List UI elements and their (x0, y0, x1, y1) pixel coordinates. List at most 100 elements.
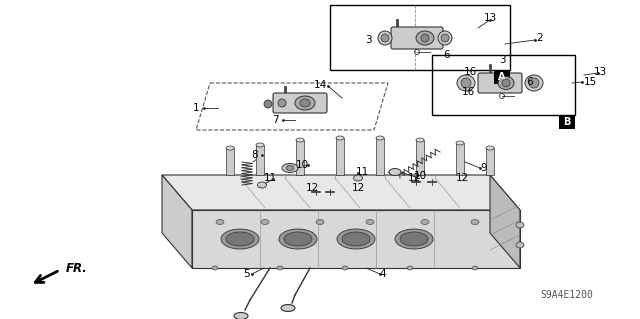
Ellipse shape (295, 96, 315, 110)
Bar (416, 140, 424, 175)
Ellipse shape (407, 266, 413, 270)
Text: 14: 14 (314, 80, 326, 90)
Ellipse shape (212, 266, 218, 270)
Ellipse shape (216, 219, 224, 225)
Bar (494, 70, 510, 84)
Ellipse shape (438, 31, 452, 45)
Ellipse shape (300, 99, 310, 107)
Ellipse shape (461, 78, 471, 88)
Text: 6: 6 (444, 50, 451, 60)
Ellipse shape (498, 77, 514, 90)
Text: 6: 6 (527, 77, 533, 87)
Text: 3: 3 (365, 35, 371, 45)
Text: 3: 3 (499, 55, 506, 65)
Ellipse shape (421, 219, 429, 225)
Bar (559, 115, 575, 129)
Text: 12: 12 (305, 183, 319, 193)
Bar (486, 148, 494, 175)
Text: 16: 16 (463, 67, 477, 77)
Bar (256, 145, 264, 175)
Ellipse shape (257, 182, 266, 188)
Ellipse shape (256, 143, 264, 147)
Bar (226, 148, 234, 175)
Text: 10: 10 (296, 160, 308, 170)
Ellipse shape (378, 31, 392, 45)
Text: 13: 13 (483, 13, 497, 23)
Ellipse shape (416, 138, 424, 142)
Ellipse shape (226, 146, 234, 150)
Ellipse shape (342, 266, 348, 270)
Ellipse shape (366, 219, 374, 225)
Text: 15: 15 (584, 77, 596, 87)
Text: 8: 8 (252, 150, 259, 160)
Text: 12: 12 (456, 173, 468, 183)
Ellipse shape (421, 34, 429, 42)
Ellipse shape (400, 232, 428, 246)
Text: 10: 10 (413, 171, 427, 181)
Text: 13: 13 (593, 67, 607, 77)
Bar (432, 55, 575, 115)
Text: 1: 1 (193, 103, 199, 113)
Ellipse shape (472, 266, 478, 270)
Ellipse shape (456, 141, 464, 145)
Bar (336, 138, 344, 175)
Bar (456, 143, 464, 175)
Text: 9: 9 (481, 163, 487, 173)
Text: 11: 11 (355, 167, 369, 177)
Ellipse shape (516, 222, 524, 228)
Text: 5: 5 (244, 269, 250, 279)
Ellipse shape (279, 229, 317, 249)
Ellipse shape (278, 99, 286, 107)
Ellipse shape (416, 31, 434, 45)
Ellipse shape (286, 166, 294, 170)
Text: S9A4E1200: S9A4E1200 (540, 290, 593, 300)
Ellipse shape (486, 146, 494, 150)
Ellipse shape (261, 219, 269, 225)
FancyBboxPatch shape (391, 27, 443, 49)
Bar (330, 5, 510, 70)
Ellipse shape (457, 75, 475, 91)
Text: 11: 11 (264, 173, 276, 183)
Polygon shape (162, 175, 192, 268)
Text: 12: 12 (351, 183, 365, 193)
Ellipse shape (221, 229, 259, 249)
Text: A: A (499, 72, 506, 82)
Ellipse shape (277, 266, 283, 270)
Ellipse shape (516, 242, 524, 248)
Polygon shape (490, 175, 520, 268)
FancyBboxPatch shape (273, 93, 327, 113)
Ellipse shape (282, 164, 298, 173)
Ellipse shape (525, 75, 543, 91)
Ellipse shape (264, 100, 272, 108)
Bar (296, 140, 304, 175)
Ellipse shape (441, 34, 449, 42)
Text: FR.: FR. (66, 262, 88, 275)
Ellipse shape (226, 232, 254, 246)
Polygon shape (192, 210, 520, 268)
Ellipse shape (529, 78, 539, 88)
Ellipse shape (353, 175, 362, 181)
Text: 4: 4 (380, 269, 387, 279)
Polygon shape (162, 175, 520, 210)
Text: 16: 16 (461, 87, 475, 97)
Ellipse shape (342, 232, 370, 246)
Ellipse shape (471, 219, 479, 225)
Ellipse shape (316, 219, 324, 225)
Ellipse shape (337, 229, 375, 249)
Text: 2: 2 (537, 33, 543, 43)
Bar (376, 138, 384, 175)
Text: B: B (563, 117, 571, 127)
Ellipse shape (395, 229, 433, 249)
Ellipse shape (234, 313, 248, 319)
Ellipse shape (381, 34, 389, 42)
Ellipse shape (389, 168, 401, 175)
Ellipse shape (284, 232, 312, 246)
Ellipse shape (376, 136, 384, 140)
Text: 12: 12 (408, 173, 420, 183)
Ellipse shape (336, 136, 344, 140)
Ellipse shape (296, 138, 304, 142)
Text: 7: 7 (272, 115, 278, 125)
Ellipse shape (281, 305, 295, 311)
FancyBboxPatch shape (478, 73, 522, 93)
Ellipse shape (502, 79, 510, 87)
